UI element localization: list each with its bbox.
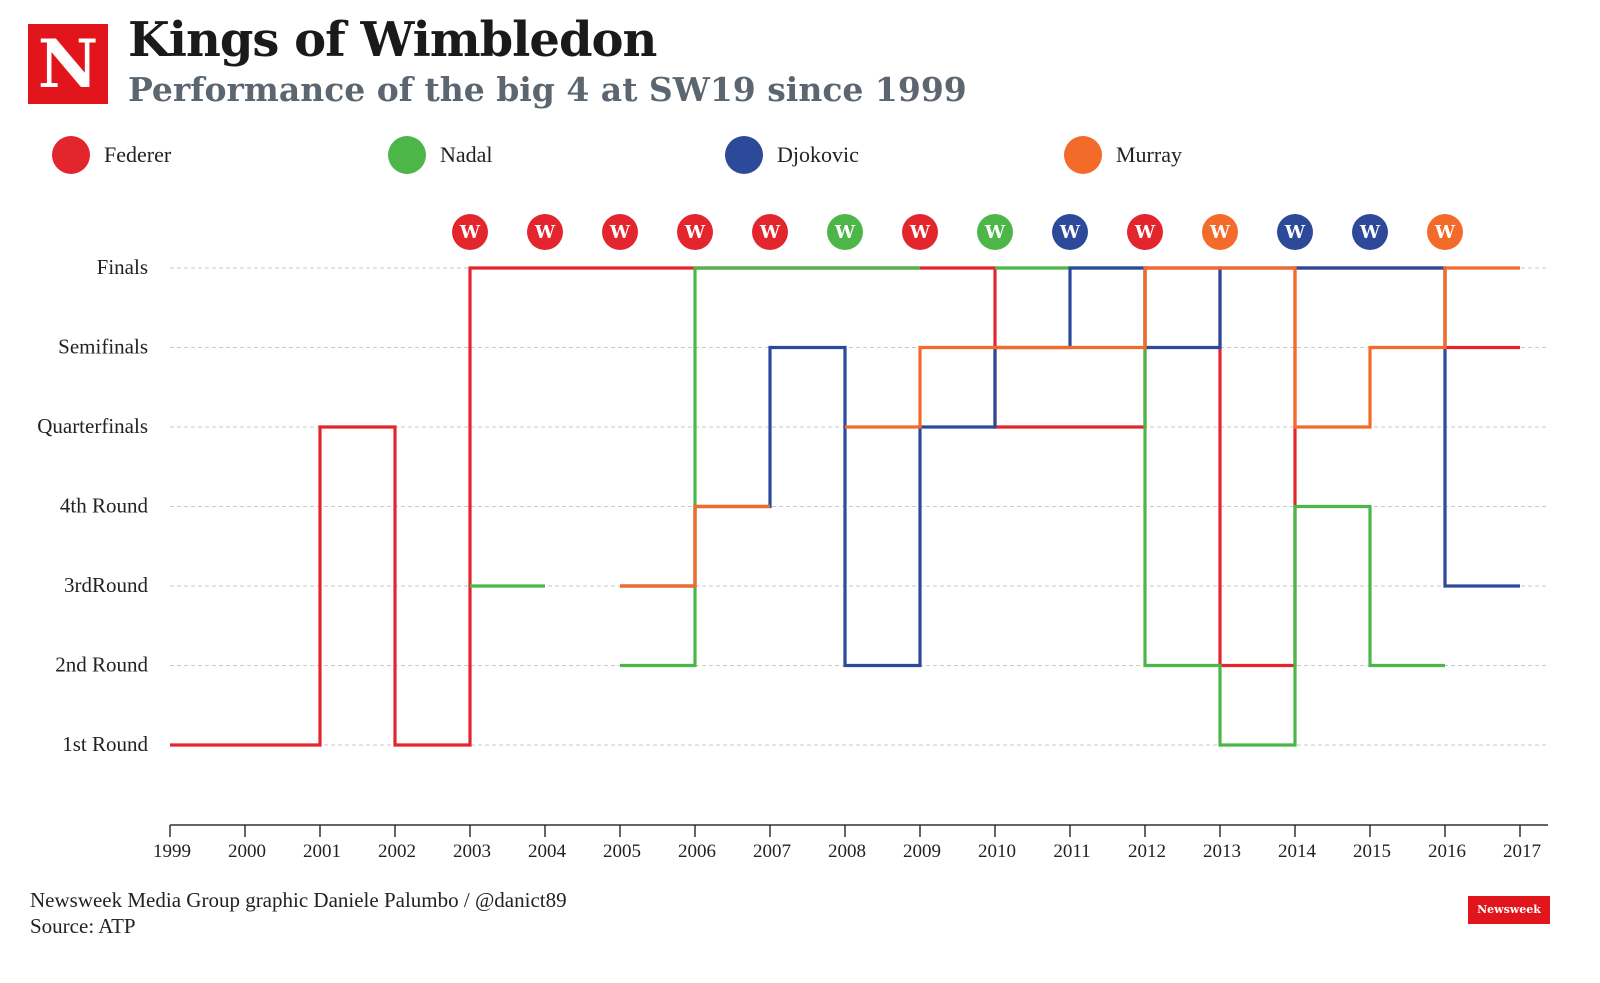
y-tick-label-2nd-round: 2nd Round <box>55 652 148 676</box>
legend-label-nadal: Nadal <box>440 142 493 167</box>
series-line-murray-segment-1 <box>620 504 770 588</box>
winner-label-2013: W <box>1209 222 1231 243</box>
chart-subtitle: Performance of the big 4 at SW19 since 1… <box>128 70 967 109</box>
series-line-djokovic-segment-1 <box>620 266 1520 668</box>
x-tick-label-2007: 2007 <box>753 841 791 862</box>
legend-swatch-nadal <box>388 136 426 174</box>
winner-label-2012: W <box>1134 222 1156 243</box>
y-tick-label-4th-round: 4th Round <box>60 493 149 517</box>
winner-label-2006: W <box>684 222 706 243</box>
credit-line: Newsweek Media Group graphic Daniele Pal… <box>30 888 567 912</box>
winner-badge-2010 <box>977 214 1013 250</box>
legend-label-federer: Federer <box>104 142 172 167</box>
wimbledon-step-chart: 1st Round 2nd Round 3rdRound 4th Round Quart… <box>37 214 1548 862</box>
chart-title: Kings of Wimbledon <box>128 12 657 68</box>
x-tick-label-2009: 2009 <box>903 841 941 862</box>
source-line: Source: ATP <box>30 914 136 938</box>
legend-swatch-murray <box>1064 136 1102 174</box>
y-tick-label-semifinals: Semifinals <box>58 334 148 358</box>
winner-badge-2008 <box>827 214 863 250</box>
winner-badge-2004 <box>527 214 563 250</box>
winner-badge-2012 <box>1127 214 1163 250</box>
winner-badge-2006 <box>677 214 713 250</box>
x-tick-label-2014: 2014 <box>1278 841 1317 862</box>
y-tick-label-quarterfinals: Quarterfinals <box>37 414 148 438</box>
winner-badge-2015 <box>1352 214 1388 250</box>
winner-label-2004: W <box>534 222 556 243</box>
winner-label-2011: W <box>1059 222 1081 243</box>
winner-label-2007: W <box>759 222 781 243</box>
legend-swatch-djokovic <box>725 136 763 174</box>
winner-label-2010: W <box>984 222 1006 243</box>
winner-badge-2003 <box>452 214 488 250</box>
x-tick-label-2006: 2006 <box>678 841 716 862</box>
x-tick-label-2000: 2000 <box>228 841 266 862</box>
winner-label-2009: W <box>909 222 931 243</box>
y-tick-label-1st-round: 1st Round <box>62 732 148 756</box>
x-tick-label-2005: 2005 <box>603 841 641 862</box>
x-tick-label-2013: 2013 <box>1203 841 1241 862</box>
winner-badge-2007 <box>752 214 788 250</box>
legend-label-djokovic: Djokovic <box>777 142 859 167</box>
legend-item-federer: Federer <box>52 136 171 174</box>
legend-label-murray: Murray <box>1116 142 1182 167</box>
x-tick-label-2012: 2012 <box>1128 841 1166 862</box>
legend-item-murray: Murray <box>1064 136 1182 174</box>
x-tick-label-2010: 2010 <box>978 841 1016 862</box>
winner-badge-2016 <box>1427 214 1463 250</box>
x-tick-label-2004: 2004 <box>528 841 567 862</box>
series-line-nadal-segment-2 <box>620 266 920 668</box>
x-tick-label-2015: 2015 <box>1353 841 1391 862</box>
series-line-murray-segment-2 <box>845 266 1520 429</box>
y-tick-label-finals: Finals <box>97 255 148 279</box>
winner-badge-2011 <box>1052 214 1088 250</box>
x-tick-label-2008: 2008 <box>828 841 866 862</box>
winner-label-2015: W <box>1359 222 1381 243</box>
winner-badge-2014 <box>1277 214 1313 250</box>
x-tick-label-2003: 2003 <box>453 841 491 862</box>
x-tick-label-2016: 2016 <box>1428 841 1466 862</box>
x-tick-label-2011: 2011 <box>1053 841 1090 862</box>
winner-label-2014: W <box>1284 222 1306 243</box>
x-tick-label-2017: 2017 <box>1503 841 1541 862</box>
winner-label-2016: W <box>1434 222 1456 243</box>
winner-badge-2013 <box>1202 214 1238 250</box>
winner-badge-2009 <box>902 214 938 250</box>
newsweek-logo: N <box>28 24 108 104</box>
x-tick-label-2001: 2001 <box>303 841 341 862</box>
y-tick-label-3rdround: 3rdRound <box>64 573 149 597</box>
winner-label-2003: W <box>459 222 481 243</box>
winner-label-2005: W <box>609 222 631 243</box>
winner-badge-2005 <box>602 214 638 250</box>
legend-item-nadal: Nadal <box>388 136 493 174</box>
newsweek-badge: Newsweek <box>1468 896 1550 924</box>
legend-swatch-federer <box>52 136 90 174</box>
x-tick-label-1999: 1999 <box>153 841 191 862</box>
winner-label-2008: W <box>834 222 856 243</box>
x-tick-label-2002: 2002 <box>378 841 416 862</box>
legend-item-djokovic: Djokovic <box>725 136 859 174</box>
